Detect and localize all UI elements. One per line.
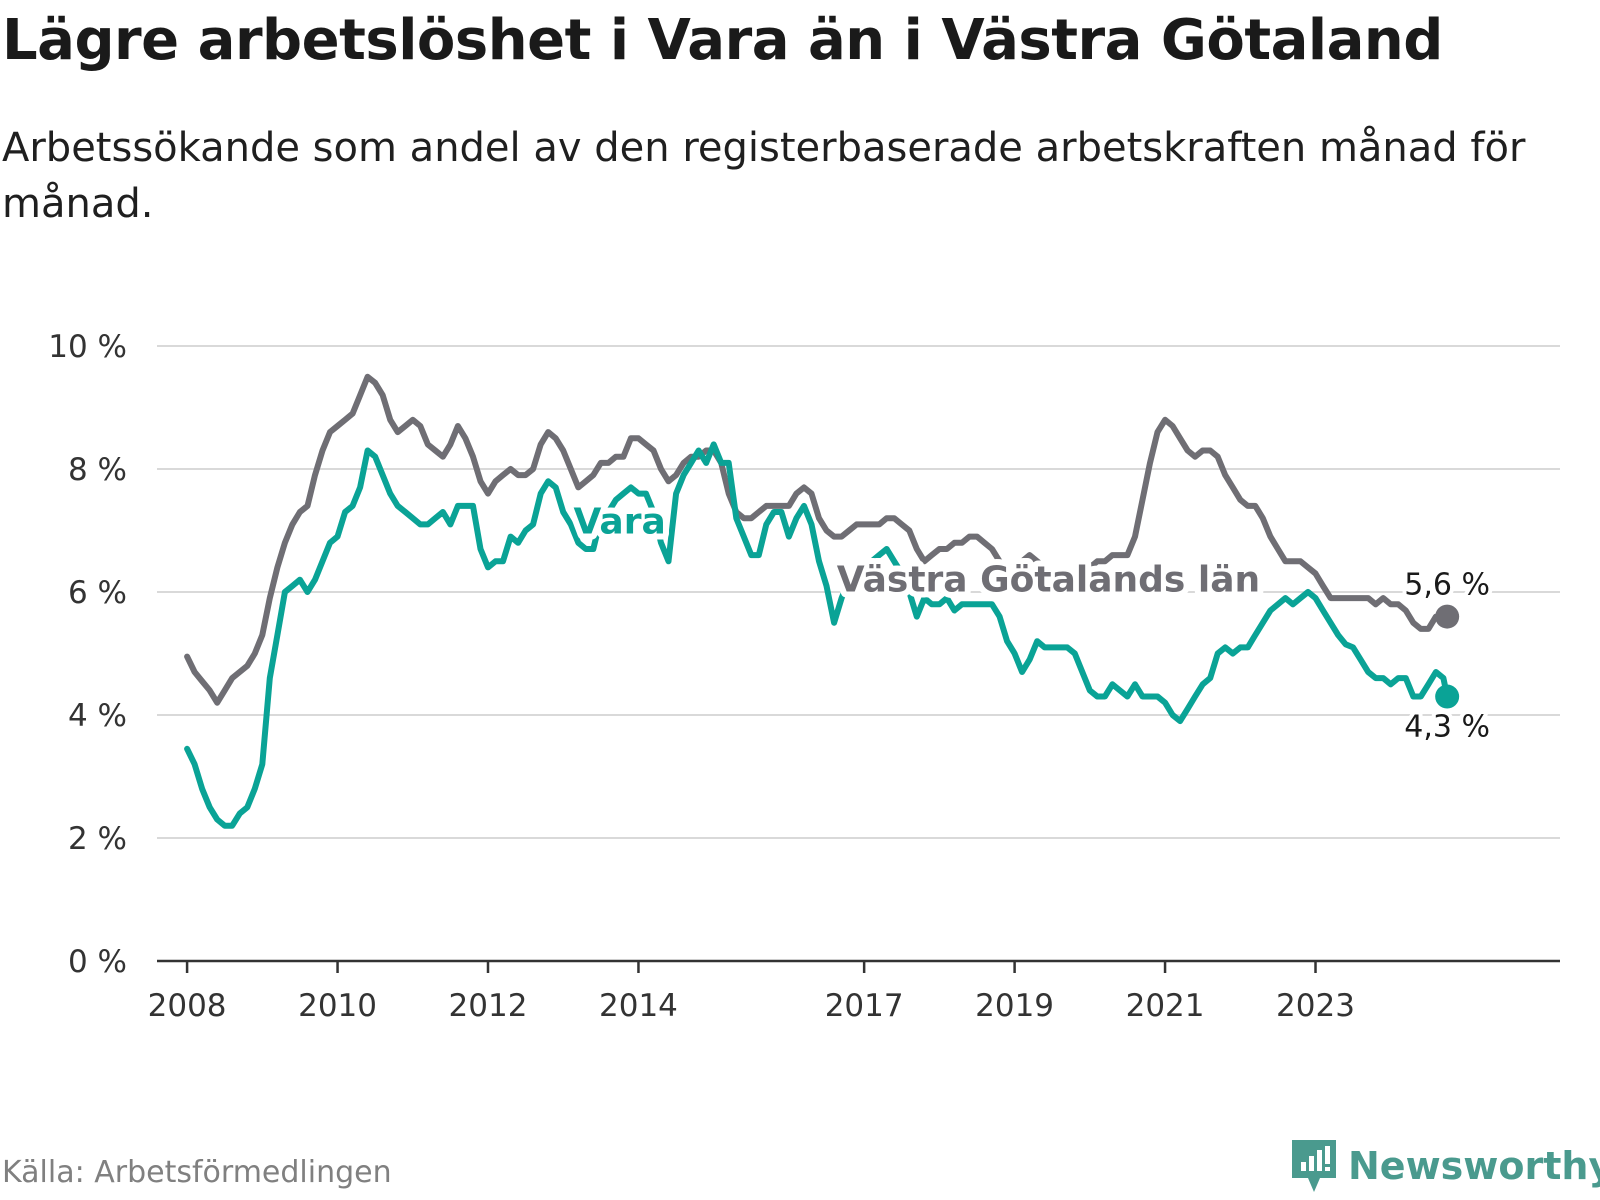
y-tick-label: 2 %: [68, 821, 127, 857]
chart-title: Lägre arbetslöshet i Vara än i Västra Gö…: [2, 8, 1443, 73]
series-labels: Vara Västra Götalands län: [568, 495, 1267, 606]
newsworthy-logo-icon: [1292, 1140, 1336, 1192]
source-note: Källa: Arbetsförmedlingen: [2, 1155, 392, 1190]
y-axis-labels: 0 % 2 % 4 % 6 % 8 % 10 %: [48, 329, 127, 980]
x-tick-label: 2021: [1126, 988, 1205, 1024]
series-label-vara: Vara: [574, 501, 666, 542]
x-tick-label: 2014: [599, 988, 678, 1024]
x-tick-label: 2023: [1276, 988, 1355, 1024]
series-line-vara: [184, 441, 1451, 829]
series-label-vg: Västra Götalands län: [837, 560, 1260, 601]
x-tick-label: 2017: [825, 988, 904, 1024]
end-point-vara: [1435, 684, 1460, 709]
series-lines: [184, 373, 1451, 829]
end-value-label-vara: 4,3 %: [1404, 710, 1490, 745]
x-axis: 2008 2010 2012 2014 2017 2019 2021 2023: [148, 959, 1560, 1024]
x-tick-label: 2008: [148, 988, 227, 1024]
y-tick-label: 10 %: [48, 329, 127, 365]
end-markers: 5,6 % 4,3 %: [1400, 564, 1494, 749]
y-tick-label: 8 %: [68, 452, 127, 488]
x-tick-label: 2012: [449, 988, 528, 1024]
x-tick-label: 2019: [975, 988, 1054, 1024]
brand-logo: Newsworthy: [1290, 1138, 1600, 1194]
brand-name: Newsworthy: [1348, 1144, 1600, 1188]
y-tick-label: 0 %: [68, 944, 127, 980]
end-point-vg: [1435, 604, 1460, 629]
x-tick-label: 2010: [298, 988, 377, 1024]
end-value-label-vg: 5,6 %: [1404, 568, 1490, 603]
chart-subtitle: Arbetssökande som andel av den registerb…: [2, 125, 1526, 227]
series-line-vg: [184, 373, 1451, 706]
y-tick-label: 4 %: [68, 698, 127, 734]
y-tick-label: 6 %: [68, 575, 127, 611]
